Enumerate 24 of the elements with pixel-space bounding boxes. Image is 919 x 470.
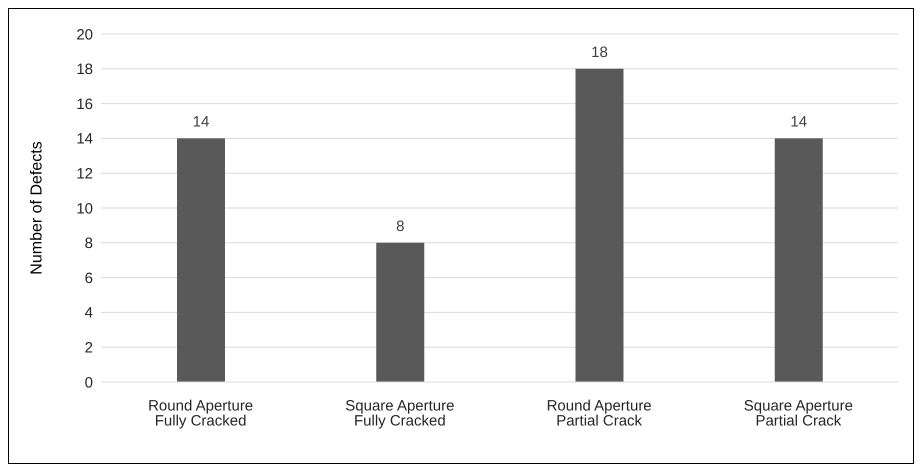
data-label: 18: [591, 44, 608, 61]
y-tick-label: 4: [84, 304, 93, 322]
y-tick-label: 8: [84, 235, 93, 252]
x-tick-label: Square Aperture Partial Crack: [744, 398, 853, 430]
x-tick-label: Round Aperture Fully Cracked: [148, 398, 254, 430]
bar: [376, 242, 424, 382]
bar: [177, 138, 225, 382]
y-tick-label: 18: [76, 61, 93, 78]
y-tick-label: 0: [84, 374, 93, 392]
y-tick-label: 16: [76, 96, 93, 113]
y-tick-label: 20: [76, 26, 93, 44]
data-label: 14: [790, 113, 808, 130]
y-tick-label: 2: [84, 340, 93, 357]
bar: [576, 68, 624, 382]
data-label: 14: [192, 113, 210, 130]
y-axis-title: Number of Defects: [28, 141, 46, 275]
bar: [774, 138, 823, 382]
y-tick-label: 6: [84, 270, 93, 287]
x-tick-label: Round Aperture Partial Crack: [546, 398, 652, 430]
y-tick-label: 12: [76, 166, 93, 183]
y-tick-label: 14: [76, 130, 93, 148]
x-tick-label: Square Aperture Fully Cracked: [345, 398, 454, 430]
data-label: 8: [396, 218, 404, 235]
y-tick-label: 10: [76, 200, 93, 218]
